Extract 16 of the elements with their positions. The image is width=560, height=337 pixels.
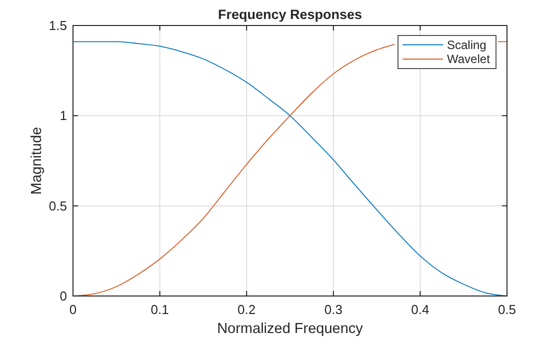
x-tick-label: 0 [69,302,77,317]
y-tick-label: 0.5 [48,198,67,214]
y-axis-title: Magnitude [29,126,45,195]
legend-label: Wavelet [447,52,491,66]
chart-title: Frequency Responses [218,7,362,22]
x-tick-label: 0.1 [150,302,169,317]
legend-label: Scaling [447,38,486,52]
y-tick-label: 1.5 [48,18,67,33]
x-tick-label: 0.4 [411,302,430,317]
x-axis-title: Normalized Frequency [217,321,364,337]
line-series [72,41,508,296]
y-tick-label: 1 [60,108,67,124]
x-tick-label: 0.3 [324,302,342,317]
x-tick-label: 0.5 [498,302,516,317]
x-tick-label: 0.2 [238,302,256,317]
y-tick-label: 0 [60,288,67,304]
